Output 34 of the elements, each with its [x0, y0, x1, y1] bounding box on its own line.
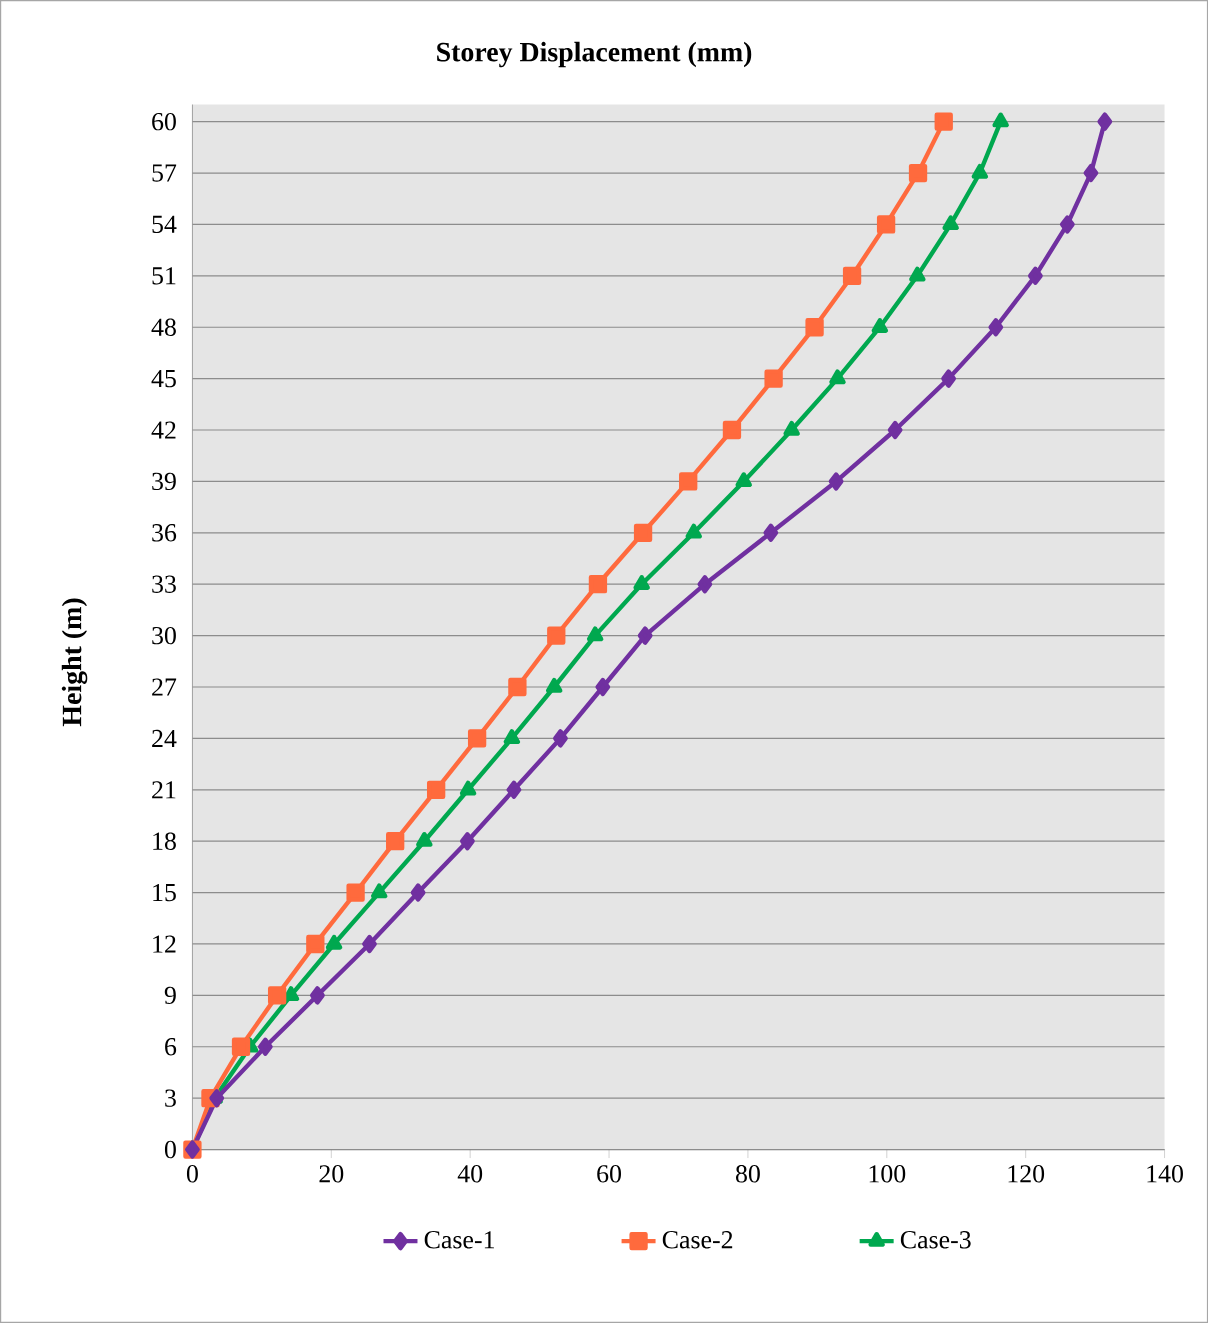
y-tick-label: 3 — [165, 1089, 176, 1107]
y-tick-label: 15 — [153, 883, 176, 902]
x-tick-label: 40 — [457, 1165, 483, 1183]
y-tick-label: 60 — [152, 112, 176, 131]
x-tick-label: 140 — [1147, 1165, 1183, 1183]
x-tick-label: 100 — [869, 1165, 906, 1183]
y-tick-label: 9 — [164, 986, 176, 1005]
y-tick-label: 45 — [151, 369, 176, 388]
x-tick-label: 60 — [597, 1165, 621, 1183]
legend-label: Case-1 — [424, 1231, 494, 1249]
y-tick-label: 36 — [152, 524, 177, 542]
y-tick-label: 27 — [152, 678, 177, 696]
legend-label: Case-2 — [662, 1231, 733, 1249]
y-tick-label: 33 — [152, 575, 176, 593]
legend-label: Case-3 — [900, 1231, 971, 1249]
y-tick-label: 48 — [151, 318, 176, 336]
y-tick-label: 21 — [152, 781, 176, 799]
y-tick-label: 12 — [153, 935, 176, 953]
y-tick-label: 42 — [151, 421, 176, 439]
x-tick-label: 0 — [186, 1165, 198, 1183]
x-tick-label: 80 — [735, 1165, 760, 1183]
y-tick-label: 51 — [152, 267, 176, 285]
y-tick-label: 57 — [152, 164, 177, 182]
chart-title: Storey Displacement (mm) — [437, 41, 752, 68]
x-tick-label: 20 — [319, 1165, 344, 1183]
y-tick-label: 39 — [152, 472, 176, 491]
y-axis-title: Height (m) — [61, 598, 88, 727]
y-tick-label: 6 — [165, 1038, 177, 1056]
y-tick-label: 30 — [152, 626, 176, 645]
x-tick-label: 120 — [1008, 1165, 1045, 1183]
y-tick-label: 24 — [152, 729, 177, 747]
y-tick-label: 54 — [152, 215, 177, 234]
y-tick-label: 0 — [164, 1140, 176, 1159]
y-tick-label: 18 — [153, 832, 176, 850]
